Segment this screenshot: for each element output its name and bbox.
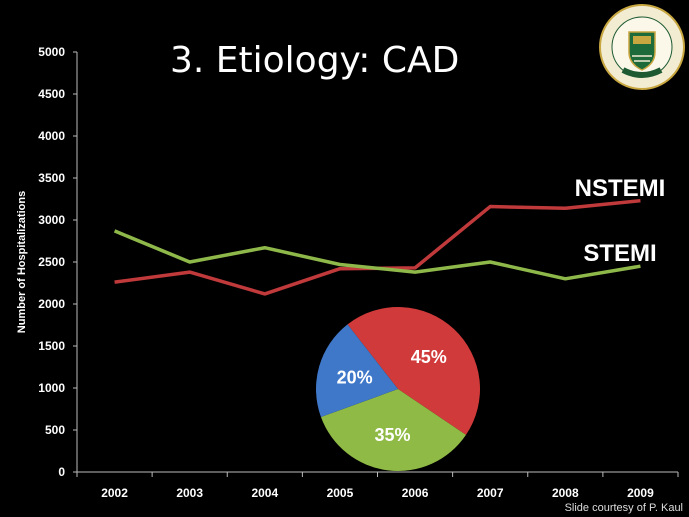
y-tick-label: 0 xyxy=(58,465,65,479)
y-tick-label: 1500 xyxy=(38,339,65,353)
pie-slice xyxy=(347,306,481,435)
y-tick-label: 5000 xyxy=(38,45,65,59)
y-tick-label: 4500 xyxy=(38,87,65,101)
x-tick-label: 2002 xyxy=(101,486,128,500)
pie-slice xyxy=(315,324,398,418)
y-tick-label: 3500 xyxy=(38,171,65,185)
series-label-stemi: STEMI xyxy=(583,240,656,267)
x-tick-label: 2007 xyxy=(477,486,504,500)
y-tick-label: 3000 xyxy=(38,213,65,227)
y-tick-label: 2000 xyxy=(38,297,65,311)
pie-slice-label: 45% xyxy=(411,347,447,367)
y-tick-label: 500 xyxy=(45,423,65,437)
slide-title: 3. Etiology: CAD xyxy=(170,40,460,81)
y-tick-label: 1000 xyxy=(38,381,65,395)
x-tick-label: 2009 xyxy=(627,486,654,500)
pie-slice xyxy=(320,389,466,471)
y-tick-label: 4000 xyxy=(38,129,65,143)
x-tick-label: 2006 xyxy=(402,486,429,500)
university-logo xyxy=(599,4,685,90)
pie-slice-label: 20% xyxy=(337,368,373,388)
series-label-nstemi: NSTEMI xyxy=(575,175,666,202)
y-tick-label: 2500 xyxy=(38,255,65,269)
series-line-nstemi xyxy=(114,198,641,296)
x-tick-label: 2008 xyxy=(552,486,579,500)
slide-credit: Slide courtesy of P. Kaul xyxy=(564,502,683,514)
pie-slice-label: 35% xyxy=(374,425,410,445)
series-line-stemi xyxy=(113,229,641,281)
x-tick-label: 2005 xyxy=(327,486,354,500)
x-tick-label: 2003 xyxy=(176,486,203,500)
y-axis-label: Number of Hospitalizations xyxy=(16,191,28,333)
x-tick-label: 2004 xyxy=(251,486,278,500)
